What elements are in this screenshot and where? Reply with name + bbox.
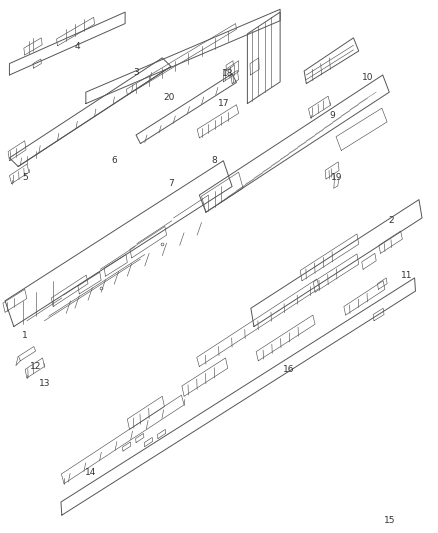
- Text: 6: 6: [111, 156, 117, 165]
- Text: 1: 1: [22, 330, 28, 340]
- Text: 10: 10: [362, 74, 373, 83]
- Text: 20: 20: [163, 93, 174, 102]
- Text: 15: 15: [384, 516, 395, 526]
- Text: 8: 8: [212, 156, 218, 165]
- Text: 5: 5: [22, 173, 28, 182]
- Text: 9: 9: [330, 110, 336, 119]
- Text: 4: 4: [74, 42, 80, 51]
- Text: 7: 7: [168, 179, 174, 188]
- Text: 2: 2: [389, 216, 394, 225]
- Text: 16: 16: [283, 365, 295, 374]
- Text: 3: 3: [133, 68, 139, 77]
- Text: 19: 19: [331, 173, 343, 182]
- Text: 18: 18: [222, 69, 233, 78]
- Text: 12: 12: [30, 362, 41, 371]
- Text: 13: 13: [39, 379, 50, 388]
- Text: 17: 17: [218, 99, 229, 108]
- Text: 11: 11: [401, 271, 413, 280]
- Text: 14: 14: [85, 468, 96, 477]
